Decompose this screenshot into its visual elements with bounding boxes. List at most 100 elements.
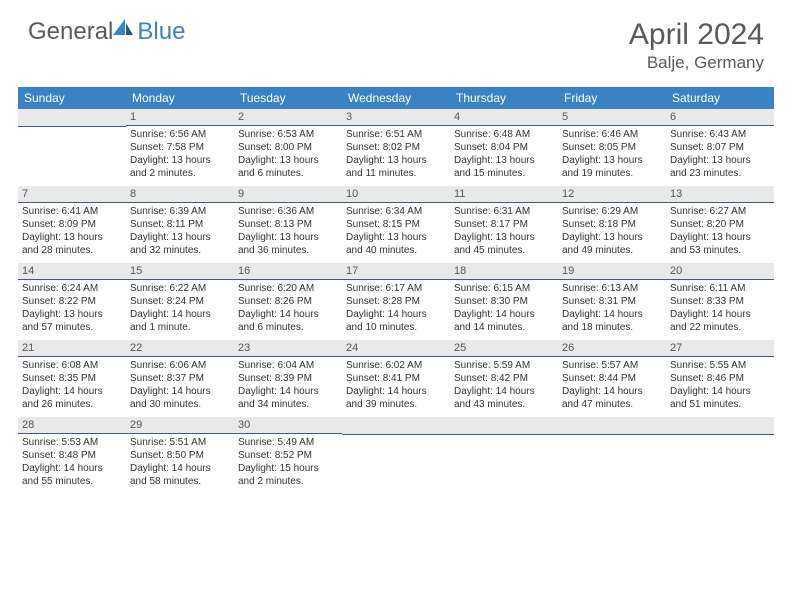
day-line: Daylight: 14 hours	[346, 385, 446, 398]
day-line: Sunset: 8:24 PM	[130, 295, 230, 308]
day-content: Sunrise: 6:48 AMSunset: 8:04 PMDaylight:…	[450, 126, 558, 186]
dayname: Friday	[558, 87, 666, 109]
day-line: Sunrise: 6:06 AM	[130, 359, 230, 372]
day-line: Sunset: 8:41 PM	[346, 372, 446, 385]
logo-text-2: Blue	[137, 18, 185, 46]
calendar-cell: 6Sunrise: 6:43 AMSunset: 8:07 PMDaylight…	[666, 109, 774, 186]
day-line: Daylight: 13 hours	[562, 154, 662, 167]
day-number: 24	[342, 340, 450, 357]
day-line: and 6 minutes.	[238, 321, 338, 334]
day-line: and 11 minutes.	[346, 167, 446, 180]
day-number: 25	[450, 340, 558, 357]
day-line: Sunset: 8:00 PM	[238, 141, 338, 154]
day-line: Sunset: 8:15 PM	[346, 218, 446, 231]
calendar-cell: 24Sunrise: 6:02 AMSunset: 8:41 PMDayligh…	[342, 340, 450, 417]
day-content: Sunrise: 6:27 AMSunset: 8:20 PMDaylight:…	[666, 203, 774, 263]
day-content: Sunrise: 6:24 AMSunset: 8:22 PMDaylight:…	[18, 280, 126, 340]
dayname: Thursday	[450, 87, 558, 109]
header: General Blue April 2024 Balje, Germany	[0, 0, 792, 81]
day-line: Daylight: 14 hours	[130, 385, 230, 398]
calendar-cell: 23Sunrise: 6:04 AMSunset: 8:39 PMDayligh…	[234, 340, 342, 417]
day-line: Sunset: 7:58 PM	[130, 141, 230, 154]
dayname-row: Sunday Monday Tuesday Wednesday Thursday…	[18, 87, 774, 109]
day-number: 14	[18, 263, 126, 280]
empty-day-bar	[450, 417, 558, 435]
day-number: 1	[126, 109, 234, 126]
dayname: Saturday	[666, 87, 774, 109]
day-line: Sunset: 8:46 PM	[670, 372, 770, 385]
day-number: 28	[18, 417, 126, 434]
day-content: Sunrise: 6:22 AMSunset: 8:24 PMDaylight:…	[126, 280, 234, 340]
day-content	[450, 435, 558, 493]
day-line: Daylight: 15 hours	[238, 462, 338, 475]
day-line: Sunrise: 5:55 AM	[670, 359, 770, 372]
day-line: Daylight: 14 hours	[130, 462, 230, 475]
day-line: Sunrise: 6:41 AM	[22, 205, 122, 218]
day-content	[558, 435, 666, 493]
day-line: Daylight: 13 hours	[454, 154, 554, 167]
day-line: Daylight: 13 hours	[670, 154, 770, 167]
calendar-cell: 10Sunrise: 6:34 AMSunset: 8:15 PMDayligh…	[342, 186, 450, 263]
day-line: Sunrise: 6:39 AM	[130, 205, 230, 218]
day-line: Daylight: 14 hours	[562, 308, 662, 321]
calendar-cell: 21Sunrise: 6:08 AMSunset: 8:35 PMDayligh…	[18, 340, 126, 417]
day-line: Daylight: 13 hours	[346, 231, 446, 244]
day-number: 4	[450, 109, 558, 126]
empty-day-bar	[342, 417, 450, 435]
day-line: Sunrise: 5:59 AM	[454, 359, 554, 372]
day-line: Sunrise: 6:27 AM	[670, 205, 770, 218]
day-line: Daylight: 14 hours	[454, 385, 554, 398]
day-line: and 10 minutes.	[346, 321, 446, 334]
day-line: Sunset: 8:20 PM	[670, 218, 770, 231]
calendar-cell: 17Sunrise: 6:17 AMSunset: 8:28 PMDayligh…	[342, 263, 450, 340]
calendar-cell: 19Sunrise: 6:13 AMSunset: 8:31 PMDayligh…	[558, 263, 666, 340]
day-line: Sunrise: 6:20 AM	[238, 282, 338, 295]
day-number: 17	[342, 263, 450, 280]
day-line: Daylight: 14 hours	[22, 462, 122, 475]
day-content: Sunrise: 6:04 AMSunset: 8:39 PMDaylight:…	[234, 357, 342, 417]
day-content: Sunrise: 6:02 AMSunset: 8:41 PMDaylight:…	[342, 357, 450, 417]
day-line: Daylight: 13 hours	[22, 308, 122, 321]
day-line: and 32 minutes.	[130, 244, 230, 257]
day-content: Sunrise: 6:43 AMSunset: 8:07 PMDaylight:…	[666, 126, 774, 186]
day-line: and 39 minutes.	[346, 398, 446, 411]
title-block: April 2024 Balje, Germany	[629, 18, 764, 73]
day-number: 19	[558, 263, 666, 280]
calendar-cell: 18Sunrise: 6:15 AMSunset: 8:30 PMDayligh…	[450, 263, 558, 340]
day-number: 2	[234, 109, 342, 126]
day-line: Daylight: 13 hours	[346, 154, 446, 167]
empty-day-bar	[558, 417, 666, 435]
day-line: and 2 minutes.	[130, 167, 230, 180]
calendar-row: 1Sunrise: 6:56 AMSunset: 7:58 PMDaylight…	[18, 109, 774, 186]
calendar-cell: 22Sunrise: 6:06 AMSunset: 8:37 PMDayligh…	[126, 340, 234, 417]
dayname: Tuesday	[234, 87, 342, 109]
day-content	[342, 435, 450, 493]
day-line: Sunset: 8:26 PM	[238, 295, 338, 308]
dayname: Monday	[126, 87, 234, 109]
calendar-cell: 8Sunrise: 6:39 AMSunset: 8:11 PMDaylight…	[126, 186, 234, 263]
day-line: Sunrise: 6:04 AM	[238, 359, 338, 372]
day-number: 8	[126, 186, 234, 203]
day-line: and 26 minutes.	[22, 398, 122, 411]
day-line: Sunset: 8:42 PM	[454, 372, 554, 385]
day-content: Sunrise: 6:41 AMSunset: 8:09 PMDaylight:…	[18, 203, 126, 263]
day-line: and 58 minutes.	[130, 475, 230, 488]
day-line: Daylight: 13 hours	[454, 231, 554, 244]
logo-sail-icon	[113, 19, 135, 37]
day-line: Sunset: 8:28 PM	[346, 295, 446, 308]
day-number: 7	[18, 186, 126, 203]
day-line: Sunrise: 6:48 AM	[454, 128, 554, 141]
day-line: and 57 minutes.	[22, 321, 122, 334]
day-content: Sunrise: 5:51 AMSunset: 8:50 PMDaylight:…	[126, 434, 234, 494]
day-line: Sunrise: 6:34 AM	[346, 205, 446, 218]
calendar-cell	[666, 417, 774, 494]
calendar-cell: 29Sunrise: 5:51 AMSunset: 8:50 PMDayligh…	[126, 417, 234, 494]
day-line: Daylight: 14 hours	[454, 308, 554, 321]
day-content: Sunrise: 5:55 AMSunset: 8:46 PMDaylight:…	[666, 357, 774, 417]
calendar-cell: 30Sunrise: 5:49 AMSunset: 8:52 PMDayligh…	[234, 417, 342, 494]
day-line: Sunset: 8:05 PM	[562, 141, 662, 154]
day-line: Sunrise: 5:49 AM	[238, 436, 338, 449]
empty-day-bar	[18, 109, 126, 127]
calendar-row: 14Sunrise: 6:24 AMSunset: 8:22 PMDayligh…	[18, 263, 774, 340]
day-line: Daylight: 14 hours	[670, 308, 770, 321]
